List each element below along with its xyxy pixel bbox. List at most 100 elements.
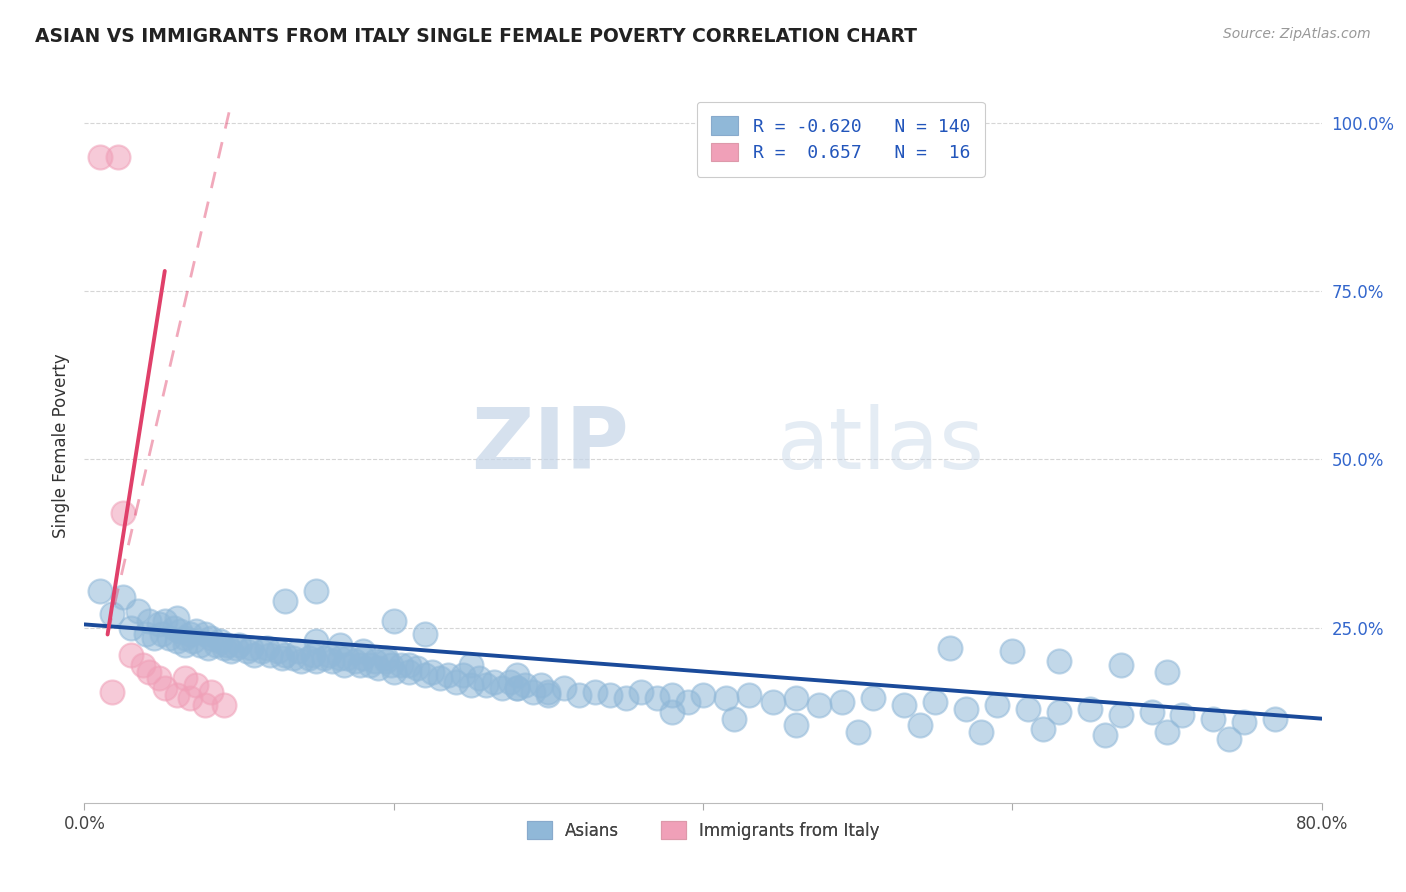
Point xyxy=(219,644,242,658)
Point xyxy=(785,691,807,706)
Point xyxy=(522,684,544,698)
Point xyxy=(188,638,211,652)
Point xyxy=(336,651,359,665)
Point xyxy=(107,149,129,163)
Point xyxy=(614,691,637,706)
Point xyxy=(484,674,506,689)
Point xyxy=(1218,731,1240,746)
Point xyxy=(676,695,699,709)
Point xyxy=(382,665,405,679)
Point xyxy=(127,604,149,618)
Point xyxy=(297,651,319,665)
Point xyxy=(212,698,235,713)
Point xyxy=(163,621,186,635)
Point xyxy=(537,688,560,702)
Point xyxy=(209,634,232,648)
Point xyxy=(120,648,142,662)
Point xyxy=(506,681,529,696)
Point xyxy=(389,657,413,672)
Point xyxy=(831,695,853,709)
Point xyxy=(1094,729,1116,743)
Point xyxy=(174,671,197,685)
Point xyxy=(305,655,328,669)
Point xyxy=(955,701,977,715)
Point xyxy=(240,640,263,655)
Point xyxy=(630,684,652,698)
Point xyxy=(529,678,551,692)
Point xyxy=(138,614,160,628)
Point xyxy=(444,674,467,689)
Point xyxy=(349,657,371,672)
Point xyxy=(135,627,157,641)
Point xyxy=(166,610,188,624)
Point xyxy=(305,583,328,598)
Point xyxy=(256,640,278,655)
Point xyxy=(924,695,946,709)
Point xyxy=(235,644,259,658)
Point xyxy=(986,698,1008,713)
Point xyxy=(1171,708,1194,723)
Point xyxy=(661,688,683,702)
Point xyxy=(785,718,807,732)
Point xyxy=(184,624,207,639)
Point xyxy=(225,640,247,655)
Point xyxy=(422,665,444,679)
Point xyxy=(499,674,522,689)
Point xyxy=(553,681,575,696)
Point xyxy=(112,591,135,605)
Point xyxy=(250,644,273,658)
Point xyxy=(174,638,197,652)
Point xyxy=(112,506,135,520)
Point xyxy=(460,657,482,672)
Point xyxy=(723,712,745,726)
Point xyxy=(360,657,382,672)
Text: ASIAN VS IMMIGRANTS FROM ITALY SINGLE FEMALE POVERTY CORRELATION CHART: ASIAN VS IMMIGRANTS FROM ITALY SINGLE FE… xyxy=(35,27,917,45)
Point xyxy=(184,678,207,692)
Point xyxy=(1017,701,1039,715)
Point xyxy=(287,644,309,658)
Point xyxy=(1001,644,1024,658)
Point xyxy=(970,725,993,739)
Point xyxy=(259,648,281,662)
Point xyxy=(807,698,830,713)
Point xyxy=(328,638,352,652)
Point xyxy=(491,681,513,696)
Point xyxy=(101,684,124,698)
Point xyxy=(405,661,427,675)
Point xyxy=(197,640,219,655)
Point xyxy=(1264,712,1286,726)
Point xyxy=(367,661,389,675)
Point xyxy=(194,698,217,713)
Point xyxy=(1032,722,1054,736)
Point xyxy=(138,665,160,679)
Text: ZIP: ZIP xyxy=(471,404,628,488)
Point xyxy=(228,638,250,652)
Point xyxy=(738,688,761,702)
Point xyxy=(374,655,398,669)
Point xyxy=(583,684,606,698)
Point xyxy=(132,657,155,672)
Legend: Asians, Immigrants from Italy: Asians, Immigrants from Italy xyxy=(519,814,887,848)
Point xyxy=(862,691,884,706)
Point xyxy=(515,678,537,692)
Point xyxy=(364,655,387,669)
Point xyxy=(281,651,305,665)
Point xyxy=(893,698,915,713)
Point xyxy=(846,725,869,739)
Point xyxy=(148,617,170,632)
Point xyxy=(150,627,173,641)
Point xyxy=(429,671,451,685)
Point xyxy=(714,691,737,706)
Point xyxy=(645,691,668,706)
Point xyxy=(271,651,294,665)
Point xyxy=(153,681,176,696)
Point xyxy=(205,638,228,652)
Point xyxy=(1156,665,1178,679)
Point xyxy=(1078,701,1101,715)
Point xyxy=(398,657,420,672)
Point xyxy=(506,681,529,696)
Point xyxy=(200,631,222,645)
Point xyxy=(661,705,683,719)
Point xyxy=(537,684,560,698)
Point xyxy=(436,668,458,682)
